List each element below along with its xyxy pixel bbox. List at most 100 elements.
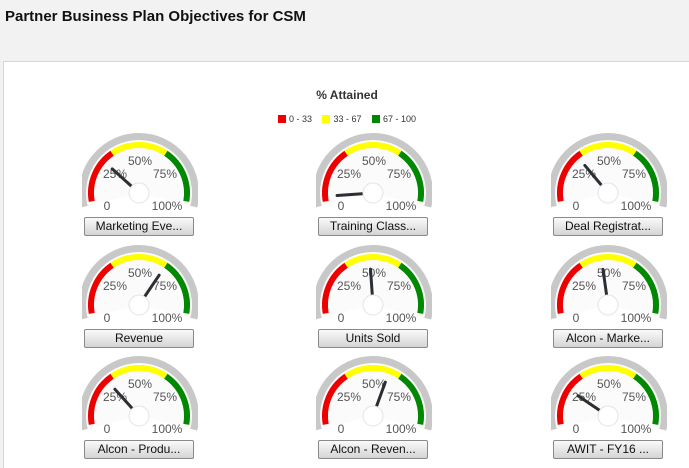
gauge: 0 25% 50% 75% 100% Alcon - Marke... xyxy=(551,245,681,355)
gauge-band xyxy=(557,373,583,425)
gauge-dial: 025%50%75%100% xyxy=(82,133,198,213)
gauge-tick-label: 25% xyxy=(337,390,361,404)
gauge-hub xyxy=(362,405,384,427)
gauge-dial: 025%50%75%100% xyxy=(551,133,667,213)
gauge-tick-label: 100% xyxy=(152,422,183,436)
gauge-tick-label: 75% xyxy=(153,279,177,293)
gauge-band xyxy=(344,365,402,379)
gauge-label-button[interactable]: Marketing Eve... xyxy=(84,217,194,236)
gauge-label-button[interactable]: Training Class... xyxy=(318,217,428,236)
legend: 0 - 33 33 - 67 67 - 100 xyxy=(4,114,689,124)
gauge-tick-label: 25% xyxy=(572,279,596,293)
gauge-band xyxy=(322,262,348,314)
gauge-tick-label: 50% xyxy=(597,377,621,391)
gauge-tick-label: 0 xyxy=(104,422,111,436)
gauge-dial: 025%50%75%100% xyxy=(551,245,667,325)
gauge-dial: 0 25%50%75% 100% xyxy=(82,356,198,436)
gauge-tick-label: 75% xyxy=(153,390,177,404)
gauge-hub xyxy=(362,182,384,204)
gauge-hub xyxy=(362,294,384,316)
gauge-tick-label: 75% xyxy=(153,167,177,181)
gauge-tick-label: 0 xyxy=(573,199,580,213)
gauge-tick-label: 50% xyxy=(128,266,152,280)
gauge: 0 25% 50% 75% 100% Alcon - Produ... xyxy=(82,356,212,466)
gauge-band xyxy=(344,254,402,268)
gauge-band xyxy=(88,150,114,202)
gauge-rim xyxy=(551,133,667,208)
gauge-band xyxy=(579,365,637,379)
gauge-tick-label: 50% xyxy=(362,377,386,391)
gauge-band xyxy=(164,373,190,425)
gauge-label-button[interactable]: Alcon - Produ... xyxy=(84,440,194,459)
gauge-band xyxy=(88,262,114,314)
gauge-tick-label: 50% xyxy=(597,154,621,168)
gauge-hub xyxy=(597,294,619,316)
gauge-label-button[interactable]: AWIT - FY16 ... xyxy=(553,440,663,459)
gauge-tick-label: 100% xyxy=(152,199,183,213)
gauge-rim xyxy=(316,356,432,431)
legend-label-low: 0 - 33 xyxy=(288,114,312,124)
gauge-rim xyxy=(551,245,667,320)
gauge-dial: 025%50%75%100% xyxy=(316,133,432,213)
gauge-label-button[interactable]: Deal Registrat... xyxy=(553,217,663,236)
gauge-tick-label: 25% xyxy=(103,279,127,293)
gauge-tick-label: 0 xyxy=(338,311,345,325)
gauge-dial: 025%50%75%100% xyxy=(551,356,667,436)
gauge: 0 25% 50% 75% 100% Deal Registrat... xyxy=(551,133,681,243)
gauge-band xyxy=(164,262,190,314)
gauge-tick-label: 100% xyxy=(621,422,652,436)
gauge-hub xyxy=(597,182,619,204)
gauge-rim xyxy=(316,133,432,208)
gauge-label-button[interactable]: Revenue xyxy=(84,329,194,348)
gauge-rim xyxy=(551,356,667,431)
gauge-band xyxy=(398,373,424,425)
gauge: 0 25% 50% 75% 100% Revenue xyxy=(82,245,212,355)
gauge-tick-label: 100% xyxy=(386,422,417,436)
gauge-tick-label: 0 xyxy=(338,199,345,213)
gauge: 0 25% 50% 75% 100% Alcon - Reven... xyxy=(316,356,446,466)
legend-item-mid: 33 - 67 xyxy=(322,114,362,124)
gauge-tick-label: 50% xyxy=(362,154,386,168)
gauge-rim xyxy=(82,245,198,320)
gauge: 0 25% 50% 75% 100% Training Class... xyxy=(316,133,446,243)
page-title: Partner Business Plan Objectives for CSM xyxy=(5,8,306,25)
gauge-tick-label: 25% xyxy=(103,390,127,404)
gauge-dial: 025%50%75%100% xyxy=(316,356,432,436)
gauge-tick-label: 75% xyxy=(622,390,646,404)
legend-item-high: 67 - 100 xyxy=(372,114,416,124)
gauge-hub xyxy=(128,405,150,427)
gauge-band xyxy=(633,150,659,202)
gauge-rim xyxy=(316,245,432,320)
gauge-rim xyxy=(82,356,198,431)
gauge-band xyxy=(322,150,348,202)
legend-label-high: 67 - 100 xyxy=(383,114,417,124)
gauge-tick-label: 100% xyxy=(386,199,417,213)
gauge-band xyxy=(164,150,190,202)
gauge: 0 25% 50% 75% 100% Marketing Eve... xyxy=(82,133,212,243)
gauge-band xyxy=(557,262,583,314)
gauge-tick-label: 75% xyxy=(622,167,646,181)
gauge-tick-label: 0 xyxy=(573,311,580,325)
gauge-tick-label: 100% xyxy=(152,311,183,325)
gauge-tick-label: 25% xyxy=(337,167,361,181)
gauge-band xyxy=(88,373,114,425)
gauge-band xyxy=(322,373,348,425)
gauge-label-button[interactable]: Alcon - Reven... xyxy=(318,440,428,459)
gauge-dial: 0 25%50%75% 100% xyxy=(82,245,198,325)
gauge-hub xyxy=(128,182,150,204)
gauge-tick-label: 50% xyxy=(597,266,621,280)
gauge-band xyxy=(398,262,424,314)
gauge-band xyxy=(398,150,424,202)
gauge-label-button[interactable]: Units Sold xyxy=(318,329,428,348)
gauge: 0 25% 50% 75% 100% AWIT - FY16 ... xyxy=(551,356,681,466)
gauge-dial: 025%50%75%100% xyxy=(316,245,432,325)
gauge-tick-label: 0 xyxy=(573,422,580,436)
gauge-label-button[interactable]: Alcon - Marke... xyxy=(553,329,663,348)
gauge-band xyxy=(633,262,659,314)
gauge-tick-label: 0 xyxy=(104,199,111,213)
gauge-band xyxy=(579,254,637,268)
gauge-tick-label: 50% xyxy=(128,377,152,391)
legend-swatch-low xyxy=(277,115,286,123)
gauge-tick-label: 0 xyxy=(104,311,111,325)
chart-title: % Attained xyxy=(316,88,378,102)
